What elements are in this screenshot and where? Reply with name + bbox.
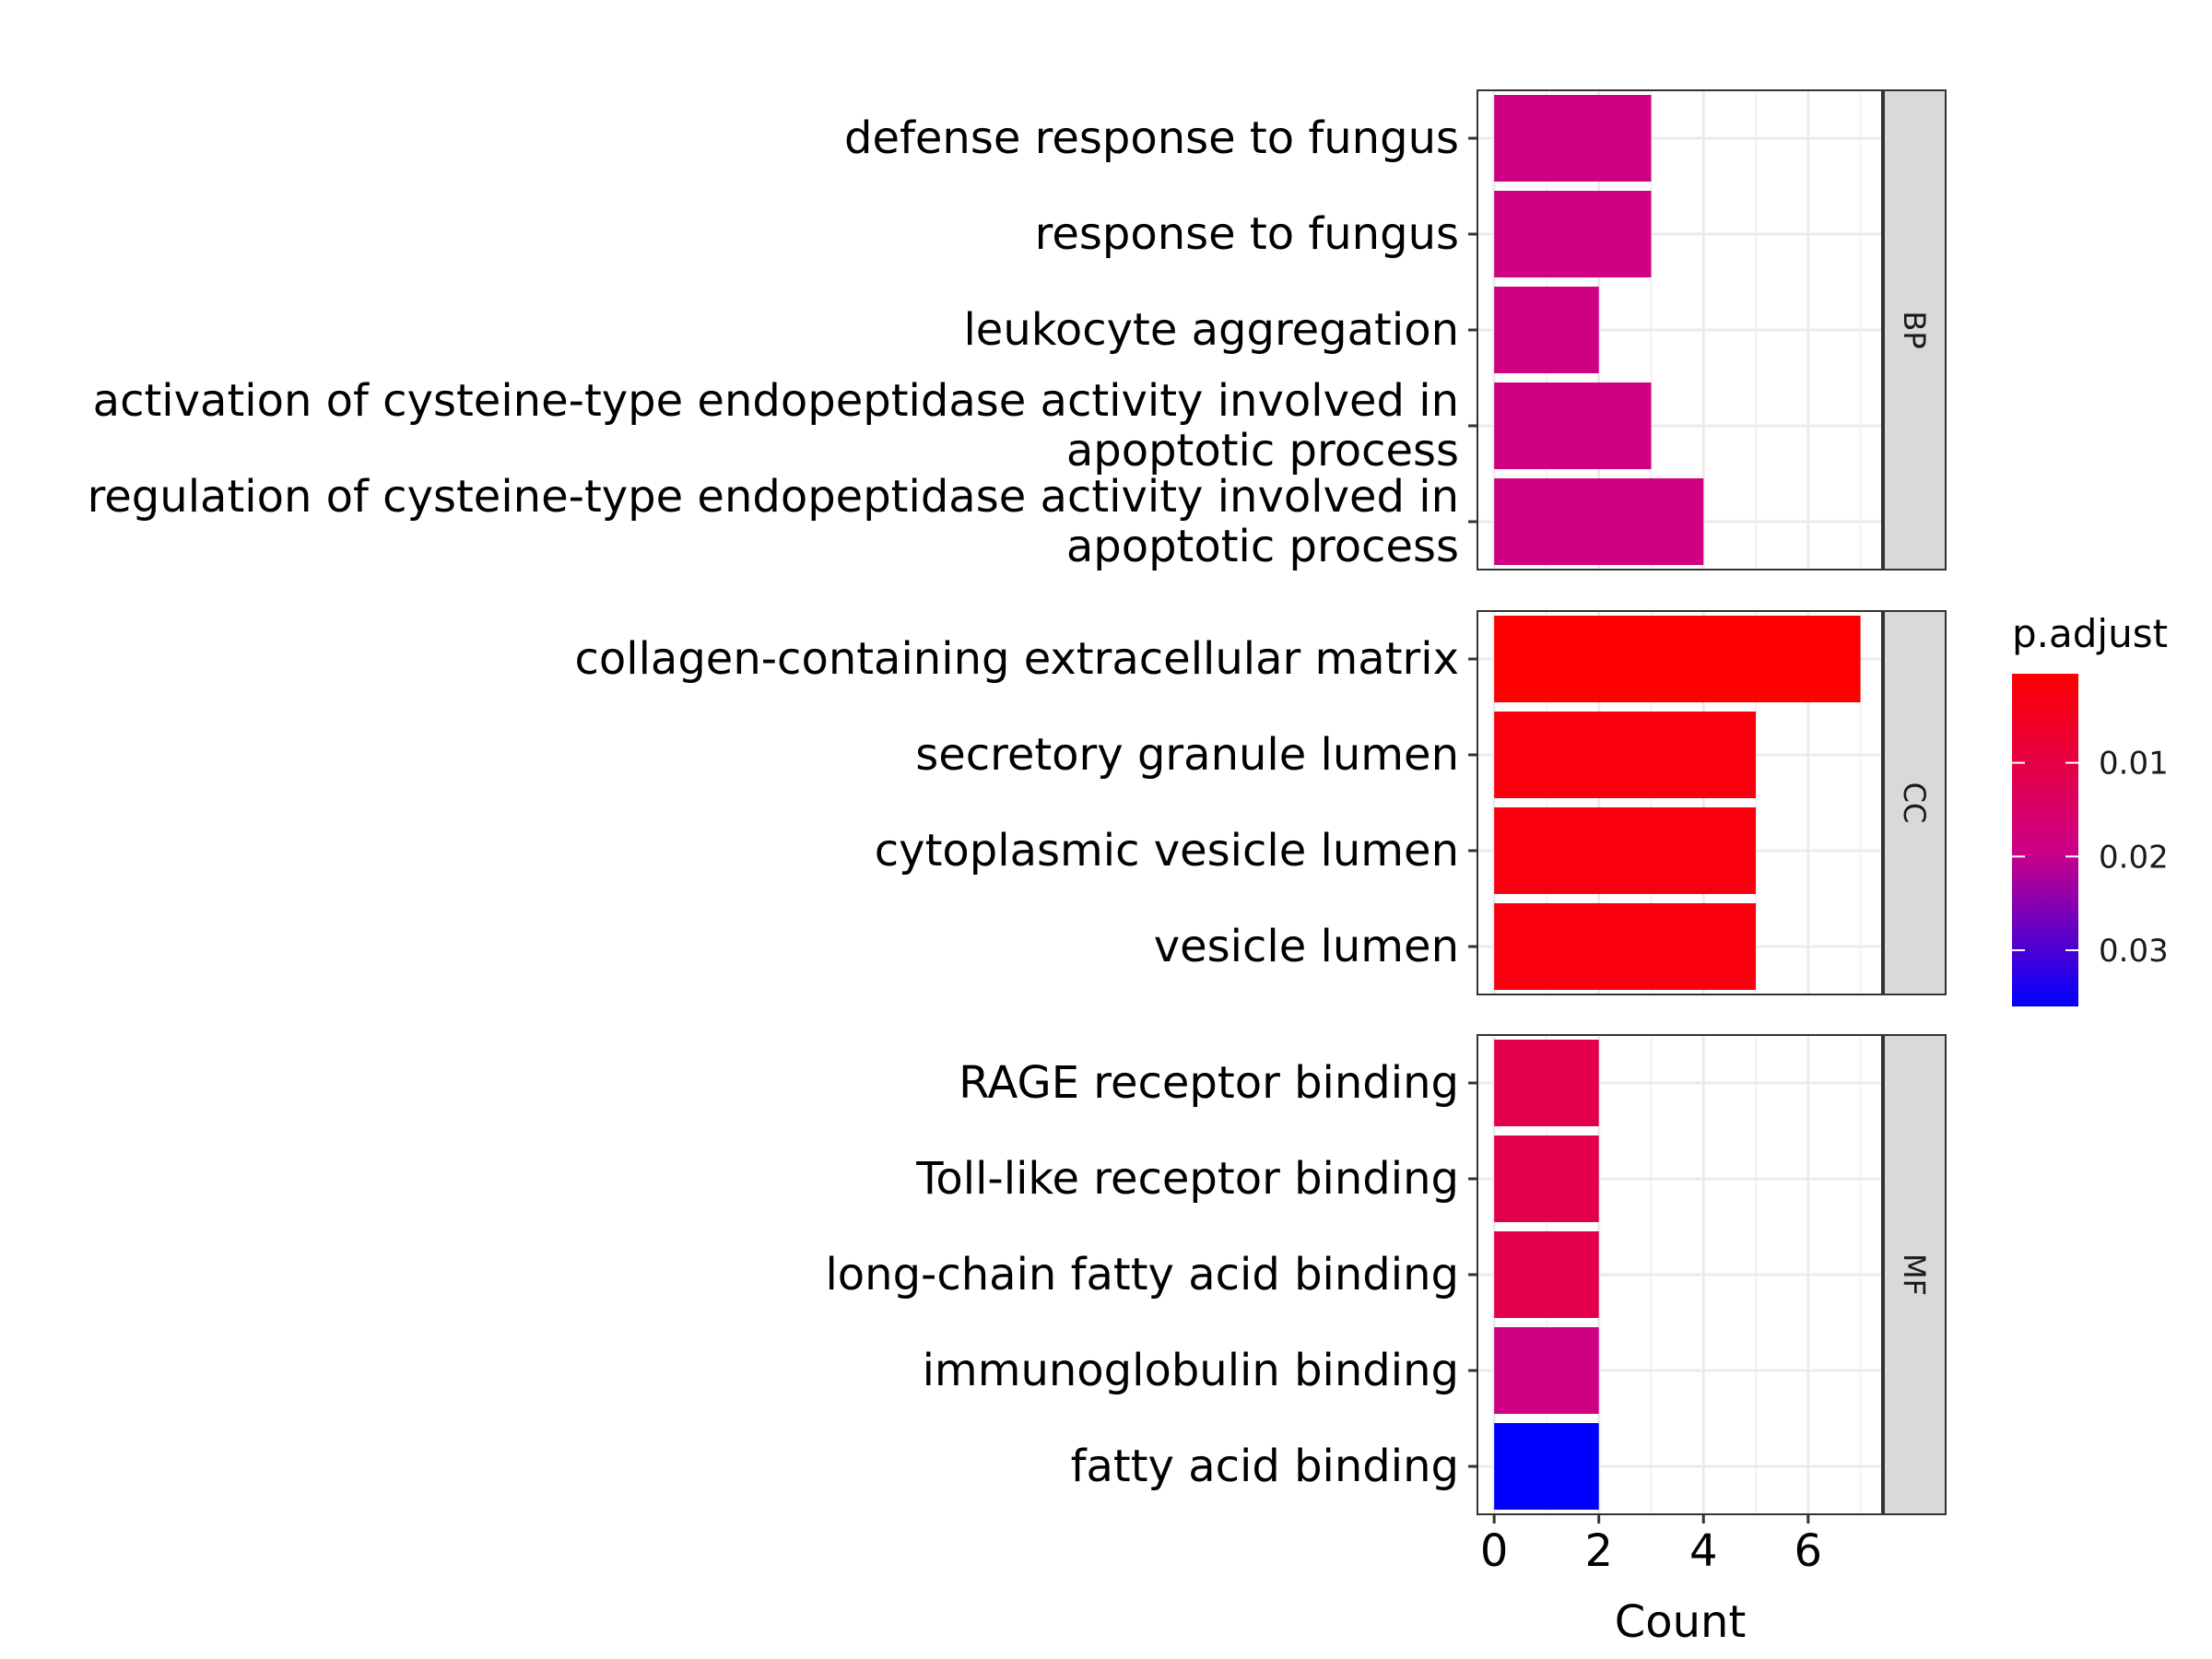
- legend-title: p.adjust: [2012, 611, 2168, 656]
- category-label-line: vesicle lumen: [1154, 921, 1459, 972]
- x-tick-label: 2: [1584, 1525, 1613, 1577]
- facet-strip-label: CC: [1897, 782, 1932, 824]
- bar-bp-3: [1494, 382, 1652, 469]
- bar-mf-0: [1494, 1040, 1599, 1126]
- category-label: fatty acid binding: [1071, 1441, 1459, 1492]
- category-label: collagen-containing extracellular matrix: [574, 633, 1459, 685]
- category-label-line: cytoplasmic vesicle lumen: [875, 825, 1459, 877]
- facet-panel-cc: collagen-containing extracellular matrix…: [574, 610, 1947, 995]
- facet-panel-mf: RAGE receptor binding Toll-like receptor …: [825, 1034, 1947, 1515]
- facet-strip: [1882, 1034, 1947, 1515]
- category-label-line: regulation of cysteine-type endopeptidas…: [88, 471, 1459, 523]
- legend-colorbar: [2012, 674, 2078, 1006]
- legend-tick-label: 0.02: [2099, 839, 2169, 876]
- category-label: secretory granule lumen: [915, 729, 1459, 781]
- category-label: immunoglobulin binding: [923, 1345, 1459, 1396]
- category-label: activation of cysteine-type endopeptidas…: [93, 375, 1459, 477]
- bar-mf-2: [1494, 1231, 1599, 1318]
- legend-tick-label: 0.01: [2099, 746, 2169, 782]
- bar-cc-0: [1494, 616, 1861, 702]
- category-label-line: apoptotic process: [1066, 521, 1459, 572]
- category-label-line: Toll-like receptor binding: [915, 1153, 1459, 1205]
- category-label: cytoplasmic vesicle lumen: [875, 825, 1459, 877]
- bar-mf-1: [1494, 1135, 1599, 1222]
- x-axis: 0 2 4 6: [1480, 1514, 1822, 1577]
- bar-bp-2: [1494, 287, 1599, 373]
- x-axis-label: Count: [1615, 1596, 1747, 1648]
- bar-cc-3: [1494, 903, 1757, 990]
- category-label-line: fatty acid binding: [1071, 1441, 1459, 1492]
- bar-cc-1: [1494, 712, 1757, 798]
- category-label: vesicle lumen: [1154, 921, 1459, 972]
- category-label-line: leukocyte aggregation: [963, 304, 1459, 356]
- legend-tick-label: 0.03: [2099, 933, 2169, 970]
- category-label-line: apoptotic process: [1066, 425, 1459, 477]
- category-label-line: activation of cysteine-type endopeptidas…: [93, 375, 1459, 427]
- x-tick-label: 6: [1794, 1525, 1823, 1577]
- category-label: leukocyte aggregation: [963, 304, 1459, 356]
- x-tick-label: 0: [1480, 1525, 1509, 1577]
- bar-bp-1: [1494, 191, 1652, 277]
- category-label-line: response to fungus: [1035, 208, 1459, 260]
- category-label-line: secretory granule lumen: [915, 729, 1459, 781]
- facet-strip-label: BP: [1897, 311, 1932, 348]
- p-adjust-legend: p.adjust 0.01 0.02 0.03: [2012, 611, 2169, 1006]
- category-label: Toll-like receptor binding: [915, 1153, 1459, 1205]
- category-label-line: defense response to fungus: [844, 112, 1459, 164]
- bar-cc-2: [1494, 807, 1757, 894]
- category-label: defense response to fungus: [844, 112, 1459, 164]
- bar-bp-0: [1494, 95, 1652, 182]
- facet-strip-label: MF: [1897, 1253, 1932, 1296]
- facet-panels: defense response to fungus response to fu…: [88, 89, 1947, 1515]
- category-label: long-chain fatty acid binding: [825, 1249, 1459, 1300]
- category-label: response to fungus: [1035, 208, 1459, 260]
- category-label-line: long-chain fatty acid binding: [825, 1249, 1459, 1300]
- bar-mf-3: [1494, 1327, 1599, 1414]
- facet-strip: [1882, 610, 1947, 995]
- category-label-line: collagen-containing extracellular matrix: [574, 633, 1459, 685]
- category-label: regulation of cysteine-type endopeptidas…: [88, 471, 1459, 572]
- bar-bp-4: [1494, 478, 1704, 565]
- category-label: RAGE receptor binding: [959, 1057, 1459, 1109]
- x-tick-label: 4: [1689, 1525, 1718, 1577]
- bar-mf-4: [1494, 1423, 1599, 1510]
- category-label-line: RAGE receptor binding: [959, 1057, 1459, 1109]
- facet-panel-bp: defense response to fungus response to fu…: [88, 89, 1947, 572]
- facet-strip: [1882, 89, 1947, 571]
- legend-ticks: 0.01 0.02 0.03: [2012, 746, 2169, 970]
- category-label-line: immunoglobulin binding: [923, 1345, 1459, 1396]
